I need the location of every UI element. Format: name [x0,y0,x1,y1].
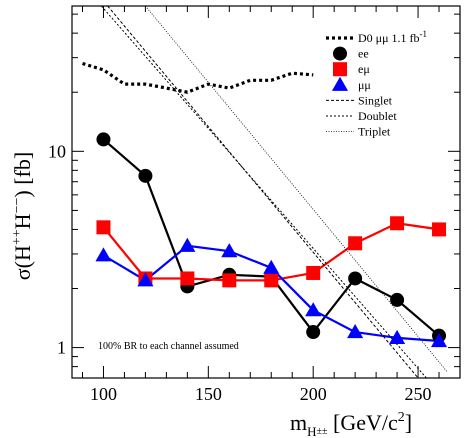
legend-marker-2 [333,62,347,77]
series-line-1 [102,138,440,337]
axes: 100 150 200 250 1 10 [48,5,461,404]
y-axis-title: σ(H++H−−) [fb] [10,152,35,280]
legend-label-2: eμ [358,62,370,76]
legend-label-3: μμ [358,78,371,92]
y-tick-label: 1 [57,338,66,358]
plot-area [82,6,448,378]
data-point-2-2 [180,271,195,286]
data-point-3-2 [179,237,196,252]
series-line-0 [82,61,314,94]
annotation-text: 100% BR to each channel assumed [98,341,239,352]
data-point-1-1 [138,168,153,183]
data-point-2-5 [306,265,321,280]
data-point-2-8 [432,222,447,237]
data-point-3-7 [389,329,406,344]
data-point-3-3 [221,243,238,258]
legend-marker-1 [333,46,347,61]
data-point-3-5 [305,302,322,317]
data-point-2-7 [390,216,405,231]
plot-frame [71,5,461,379]
data-point-1-7 [390,292,405,307]
legend-label-0: D0 μμ 1.1 fb-1 [358,29,427,45]
data-point-1-5 [306,325,321,340]
data-point-3-1 [137,272,154,287]
data-point-3-4 [263,259,280,274]
legend-label-6: Triplet [358,125,391,139]
series-line-4 [107,6,419,378]
legend-label-5: Doublet [358,109,397,123]
data-point-2-6 [348,236,363,251]
series-line-6 [145,6,448,373]
data-point-2-3 [222,273,237,288]
legend-marker-3 [331,76,349,91]
series-line-5 [101,6,427,378]
data-point-2-4 [264,273,279,288]
data-point-1-6 [348,271,363,286]
y-tick-label: 10 [48,141,66,161]
data-point-3-0 [95,247,112,262]
x-tick-label: 100 [90,384,117,404]
data-point-3-6 [347,324,364,339]
x-tick-label: 250 [405,384,432,404]
data-point-1-0 [96,132,111,147]
legend-label-1: ee [358,47,369,61]
series-lines [82,6,448,378]
x-tick-label: 200 [300,384,327,404]
legend-label-4: Singlet [358,93,393,107]
x-tick-label: 150 [195,384,222,404]
x-axis-title: mH±± [GeV/c2] [290,410,412,438]
data-point-3-8 [430,332,448,348]
data-point-2-0 [96,220,111,235]
